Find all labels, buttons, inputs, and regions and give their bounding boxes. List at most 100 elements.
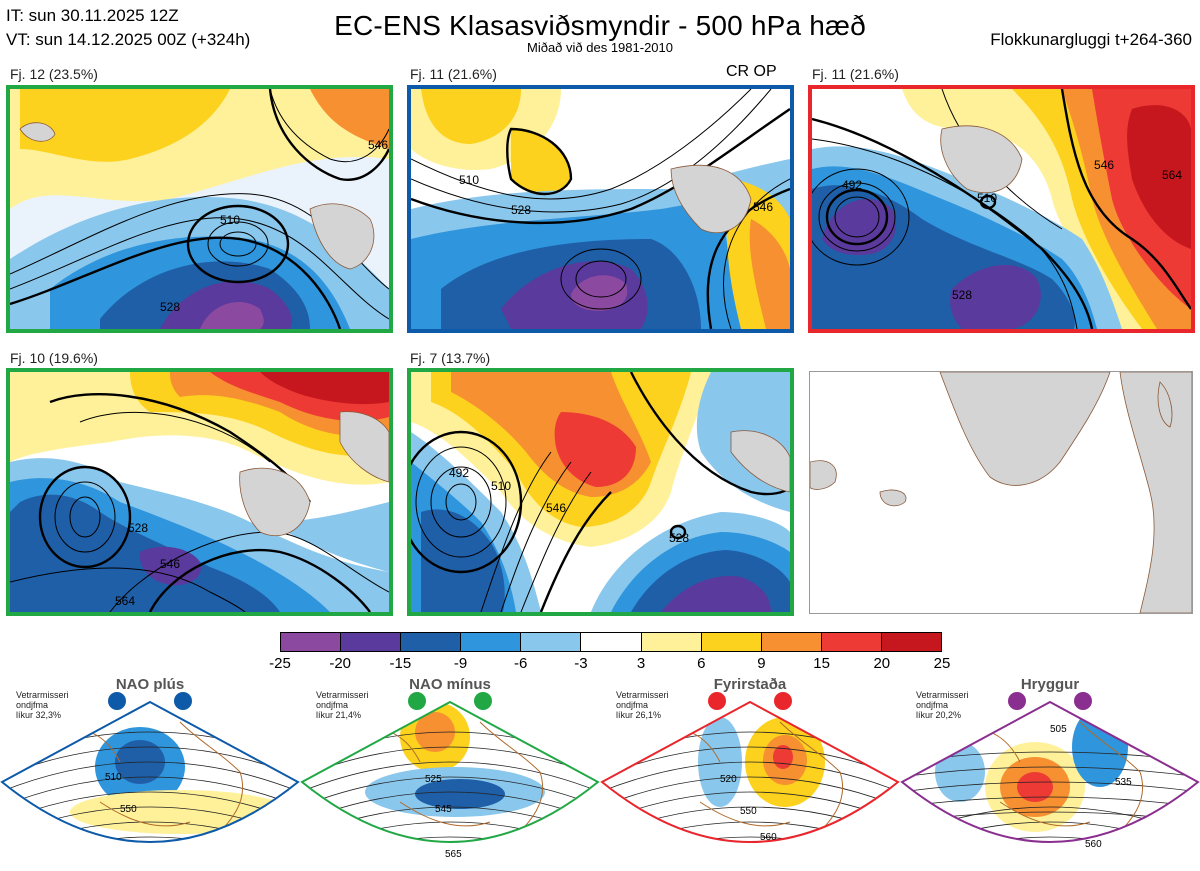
- regime-marker-dot: [174, 692, 192, 710]
- height-contour: [2, 836, 298, 842]
- colorbar-tick-label: -9: [453, 655, 468, 672]
- contour-label: 528: [511, 203, 531, 217]
- regime-info-line: Vetrarmisseri: [916, 690, 969, 700]
- regime-frame: [0, 700, 300, 843]
- regime-contour-label: 560: [760, 832, 777, 843]
- contour-label: 528: [669, 531, 689, 545]
- regime-info-line: Vetrarmisseri: [616, 690, 669, 700]
- contour-label: 564: [1162, 168, 1182, 182]
- control-operational-tag: CR OP: [726, 63, 777, 80]
- colorbar-tick-label: -25: [269, 655, 291, 672]
- regime-info-line: Vetrarmisseri: [16, 690, 69, 700]
- colorbar-swatch: [701, 633, 762, 651]
- empty-base-map: [809, 371, 1193, 614]
- regime-panel[interactable]: 520 550 560 Fyrirstaða Vetrarmisseri ondjfma l…: [600, 672, 900, 871]
- height-contour: [902, 781, 1198, 793]
- height-contour: [602, 761, 898, 793]
- height-contour: [0, 852, 300, 871]
- contour-label: 546: [368, 138, 388, 152]
- regime-frame: [900, 700, 1200, 843]
- regime-marker-dot: [474, 692, 492, 710]
- cluster-2-label: Fj. 11 (21.6%): [410, 66, 497, 82]
- contour-label: 528: [160, 300, 180, 314]
- height-contour: [902, 836, 1198, 842]
- regime-panel[interactable]: 505 535 560 Hryggur Vetrarmisseri ondjfma líku…: [900, 672, 1200, 871]
- regime-info-line: líkur 26,1%: [616, 710, 662, 720]
- weather-regimes: 510 550 NAO plús Vetrarmisseri ondjfma líkur …: [0, 672, 1200, 871]
- cluster-2-map[interactable]: 510 528 546: [407, 85, 794, 333]
- cluster-3-map[interactable]: 492 510 528 546 564: [808, 85, 1195, 333]
- colorbar-swatch: [581, 633, 642, 651]
- colorbar-tick-label: 20: [873, 655, 891, 672]
- regime-contour-label: 565: [445, 849, 462, 860]
- contour-label: 546: [1094, 158, 1114, 172]
- regime-marker-dot: [708, 692, 726, 710]
- contour-label: 510: [459, 173, 479, 187]
- colorbar-tick-label: 6: [697, 655, 706, 672]
- regime-name: NAO mínus: [409, 676, 491, 693]
- regime-contour-label: 525: [425, 774, 442, 785]
- contour-label: 546: [160, 557, 180, 571]
- regime-contour-label: 560: [1085, 839, 1102, 850]
- colorbar-tick-label: 25: [933, 655, 951, 672]
- colorbar: [280, 632, 942, 652]
- contour-label: 546: [546, 501, 566, 515]
- contour-label: 492: [449, 466, 469, 480]
- page-title: EC-ENS Klasasviðsmyndir - 500 hPa hæð: [334, 10, 866, 41]
- height-contour: [602, 836, 898, 842]
- regime-info-line: ondjfma: [616, 700, 649, 710]
- regime-name: NAO plús: [115, 676, 185, 693]
- anomaly-blob: [415, 779, 505, 809]
- colorbar-tick-label: -15: [389, 655, 412, 672]
- height-contour: [602, 776, 898, 808]
- colorbar-swatch: [461, 633, 522, 651]
- regime-contour-label: 535: [1115, 777, 1132, 788]
- cluster-1-map[interactable]: 510 528 546: [6, 85, 393, 333]
- classification-window: Flokkunargluggi t+264-360: [990, 30, 1192, 49]
- height-contour: [602, 746, 898, 778]
- colorbar-swatch: [521, 633, 582, 651]
- cluster-5-label: Fj. 7 (13.7%): [410, 350, 491, 366]
- regime-info-line: líkur 32,3%: [16, 710, 62, 720]
- height-contour: [302, 776, 598, 808]
- regime-info-line: líkur 21,4%: [316, 710, 362, 720]
- regime-contour-label: 510: [105, 772, 122, 783]
- contour-label: 510: [220, 213, 240, 227]
- regime-contour-label: 505: [1050, 724, 1067, 735]
- height-contour: [2, 761, 298, 793]
- colorbar-ticks: -25 -20 -15 -9 -6 -3 3 6 9 15 20 25: [269, 655, 950, 675]
- colorbar-tick-label: -20: [329, 655, 352, 672]
- regime-frame: [300, 700, 600, 843]
- contour-label: 564: [115, 594, 135, 608]
- regime-info: Vetrarmisseri ondjfma líkur 32,3%: [16, 690, 69, 720]
- cluster-3-label: Fj. 11 (21.6%): [812, 66, 899, 82]
- cluster-5-map[interactable]: 492 510 528 546: [407, 368, 794, 616]
- regime-info: Vetrarmisseri ondjfma líkur 26,1%: [616, 690, 669, 720]
- colorbar-tick-label: -3: [574, 655, 588, 672]
- regime-marker-dot: [408, 692, 426, 710]
- colorbar-swatch: [341, 633, 402, 651]
- cluster-4-map[interactable]: 528 546 564: [6, 368, 393, 616]
- height-contour: [902, 766, 1198, 778]
- regime-panel[interactable]: 525 545 565 NAO mínus Vetrarmisseri ondjfma lí…: [300, 672, 600, 871]
- regime-marker-dot: [108, 692, 126, 710]
- height-contour: [302, 746, 598, 778]
- height-contour: [902, 796, 1198, 808]
- page-subtitle: Miðað við des 1981-2010: [527, 40, 673, 55]
- regime-info-line: ondjfma: [16, 700, 49, 710]
- regime-marker-dot: [1074, 692, 1092, 710]
- colorbar-swatch: [641, 633, 702, 651]
- regime-info: Vetrarmisseri ondjfma líkur 20,2%: [916, 690, 969, 720]
- regime-panel[interactable]: 510 550 NAO plús Vetrarmisseri ondjfma líkur …: [0, 672, 300, 871]
- regime-info-line: ondjfma: [316, 700, 349, 710]
- height-contour: [2, 746, 298, 778]
- colorbar-swatch: [401, 633, 462, 651]
- anomaly-blob: [1017, 772, 1053, 802]
- cluster-4-label: Fj. 10 (19.6%): [10, 350, 98, 366]
- cluster-1-label: Fj. 12 (23.5%): [10, 66, 98, 82]
- regime-info-line: ondjfma: [916, 700, 949, 710]
- colorbar-tick-label: -6: [514, 655, 528, 672]
- colorbar-swatch: [761, 633, 822, 651]
- regime-contour-label: 520: [720, 774, 737, 785]
- colorbar-tick-label: 3: [636, 655, 646, 672]
